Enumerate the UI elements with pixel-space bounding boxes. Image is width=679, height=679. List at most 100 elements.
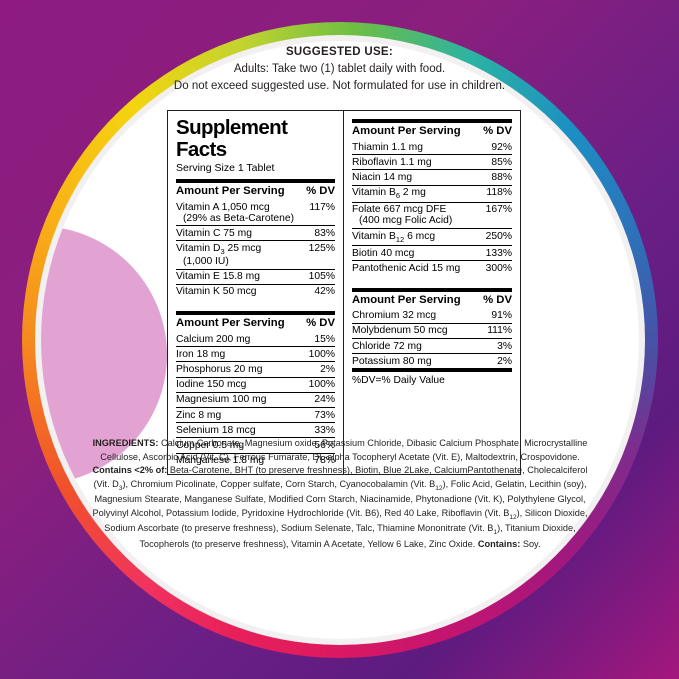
nutrient-dv: 15% (314, 333, 335, 345)
panel-rule-thick (352, 287, 512, 292)
nutrient-dv: 125% (302, 240, 335, 270)
ingredients-block: INGREDIENTS: Calcium Carbonate, Magnesiu… (92, 437, 588, 551)
nutrient-name: Niacin 14 mg (352, 169, 478, 186)
nutrient-dv: 2% (478, 353, 512, 369)
nutrient-name: Riboflavin 1.1 mg (352, 154, 478, 170)
daily-value-note: %DV=% Daily Value (352, 375, 445, 387)
nutrient-name: Manganese 1.8 mg (176, 452, 301, 468)
nutrient-dv: 92% (491, 141, 512, 153)
minerals-left-body: Calcium 200 mg 15% Iron 18 mg 100% Phosphoru… (176, 332, 335, 468)
nutrient-name: Vitamin B12 6 mcg (352, 227, 478, 246)
nutrient-name: Thiamin 1.1 mg (352, 141, 423, 153)
nutrient-row: Folate 667 mcg DFE (400 mcg Folic Acid) 16… (352, 201, 512, 229)
nutrient-dv: 56% (300, 437, 335, 454)
nutrient-name: Potassium 80 mg (352, 353, 479, 369)
nutrient-row: Niacin 14 mg 88% (352, 169, 512, 186)
nutrient-dv: 73% (300, 406, 335, 423)
nutrient-row: Chloride 72 mg 3% (352, 337, 512, 354)
nutrient-dv: 3% (478, 337, 512, 354)
table-header-row: Amount Per Serving % DV (352, 123, 512, 140)
vitamins-right-panel: Amount Per Serving % DV Thiamin 1.1 mg 92… (352, 119, 512, 276)
nutrient-dv: 88% (477, 169, 512, 186)
minerals-right-table: Amount Per Serving % DV Chromium 32 mcg 9… (352, 292, 512, 369)
nutrient-row: Zinc 8 mg 73% (176, 406, 335, 423)
nutrient-name: Molybdenum 50 mcg (352, 322, 479, 339)
nutrient-name: Vitamin E 15.8 mg (176, 268, 303, 285)
panel-rule-thick (352, 119, 512, 123)
nutrient-name: Phosphorus 20 mg (176, 361, 301, 378)
header-amount-per-serving: Amount Per Serving (176, 317, 285, 330)
nutrient-row: Manganese 1.8 mg 78% (176, 452, 335, 468)
nutrient-dv: 111% (478, 322, 512, 339)
nutrient-dv: 118% (477, 184, 512, 203)
minerals-right-body: Chromium 32 mcg 91% Molybdenum 50 mcg 111% C… (352, 309, 512, 369)
nutrient-dv: 24% (300, 391, 335, 408)
table-header-row: Amount Per Serving % DV (352, 292, 512, 309)
header-percent-dv: % DV (306, 185, 335, 198)
header-percent-dv: % DV (483, 125, 512, 137)
header-percent-dv: % DV (306, 317, 335, 330)
vitamins-right-table: Amount Per Serving % DV Thiamin 1.1 mg 92… (352, 123, 512, 276)
nutrient-dv: 91% (491, 310, 512, 322)
nutrient-name: Zinc 8 mg (176, 406, 301, 423)
nutrient-dv: 167% (477, 201, 512, 229)
suggested-use-line-2: Do not exceed suggested use. Not formula… (173, 80, 506, 92)
nutrient-name: Vitamin D3 25 mcg (1,000 IU) (176, 240, 303, 270)
nutrient-name: Calcium 200 mg (176, 333, 251, 345)
minerals-left-table: Amount Per Serving % DV Calcium 200 mg 15… (176, 315, 335, 468)
nutrient-row: Iodine 150 mcg 100% (176, 376, 335, 393)
nutrient-dv: 300% (477, 260, 512, 276)
nutrient-name: Iodine 150 mcg (176, 376, 301, 393)
nutrient-row: Magnesium 100 mg 24% (176, 391, 335, 408)
nutrient-name: Chromium 32 mcg (352, 310, 437, 322)
supplement-facts-title: Supplement Facts (176, 116, 288, 161)
nutrient-dv: 100% (300, 346, 335, 362)
nutrient-row: Copper 0.5 mg 56% (176, 437, 335, 454)
nutrient-dv: 42% (302, 283, 335, 300)
suggested-use-line-1: Adults: Take two (1) tablet daily with f… (233, 63, 446, 75)
vitamins-left-body: Vitamin A 1,050 mcg (29% as Beta-Carotene… (176, 200, 335, 300)
vitamins-left-table: Amount Per Serving % DV Vitamin A 1,050 … (176, 183, 335, 300)
nutrient-dv: 105% (302, 268, 335, 285)
nutrient-dv: 85% (477, 154, 512, 170)
facts-column-left: Supplement Facts Serving Size 1 Tablet A… (168, 111, 344, 474)
nutrient-row: Vitamin B6 2 mg 118% (352, 184, 512, 203)
nutrient-name: Iron 18 mg (176, 346, 301, 362)
nutrient-subtext: (400 mcg Folic Acid) (359, 215, 453, 227)
table-header-row: Amount Per Serving % DV (176, 315, 335, 332)
minerals-left-panel: Amount Per Serving % DV Calcium 200 mg 15… (176, 311, 335, 468)
header-amount-per-serving: Amount Per Serving (176, 185, 285, 198)
panel-rule-thick (176, 179, 335, 184)
nutrient-row: Riboflavin 1.1 mg 85% (352, 154, 512, 170)
nutrient-subtext: (29% as Beta-Carotene) (183, 212, 295, 224)
nutrient-name: Magnesium 100 mg (176, 391, 301, 408)
nutrient-name: Vitamin C 75 mg (176, 225, 303, 241)
nutrient-dv: 83% (302, 225, 335, 241)
nutrient-dv: 250% (477, 227, 512, 246)
nutrient-name: Vitamin B6 2 mg (352, 184, 478, 203)
suggested-use-block: SUGGESTED USE: Adults: Take two (1) tabl… (0, 46, 679, 92)
minerals-right-panel: Amount Per Serving % DV Chromium 32 mcg 9… (352, 287, 512, 387)
nutrient-dv: 100% (300, 376, 335, 393)
table-header-row: Amount Per Serving % DV (176, 183, 335, 200)
nutrient-row: Phosphorus 20 mg 2% (176, 361, 335, 378)
nutrient-row: Molybdenum 50 mcg 111% (352, 322, 512, 339)
suggested-use-heading: SUGGESTED USE: (285, 46, 394, 58)
vitamins-left-panel: Amount Per Serving % DV Vitamin A 1,050 … (176, 179, 335, 300)
nutrient-row: Vitamin D3 25 mcg (1,000 IU) 125% (176, 240, 335, 270)
vitamins-right-body: Thiamin 1.1 mg 92% Riboflavin 1.1 mg 85% Nia… (352, 140, 512, 276)
nutrient-subtext: (1,000 IU) (183, 256, 229, 268)
nutrient-name: Selenium 18 mcg (176, 422, 301, 438)
nutrient-row: Thiamin 1.1 mg 92% (352, 140, 512, 155)
nutrient-name: Pantothenic Acid 15 mg (352, 260, 478, 276)
nutrient-dv: 78% (300, 452, 335, 468)
panel-rule-thick-bottom (352, 368, 512, 373)
ingredients-paragraph: INGREDIENTS: Calcium Carbonate, Magnesiu… (92, 438, 588, 549)
nutrient-row: Chromium 32 mcg 91% (352, 309, 512, 324)
nutrient-row: Pantothenic Acid 15 mg 300% (352, 260, 512, 276)
nutrient-row: Biotin 40 mcg 133% (352, 245, 512, 261)
serving-size: Serving Size 1 Tablet (176, 162, 275, 175)
nutrient-row: Potassium 80 mg 2% (352, 353, 512, 369)
nutrient-dv: 133% (477, 245, 512, 261)
nutrient-name: Biotin 40 mcg (352, 245, 478, 261)
